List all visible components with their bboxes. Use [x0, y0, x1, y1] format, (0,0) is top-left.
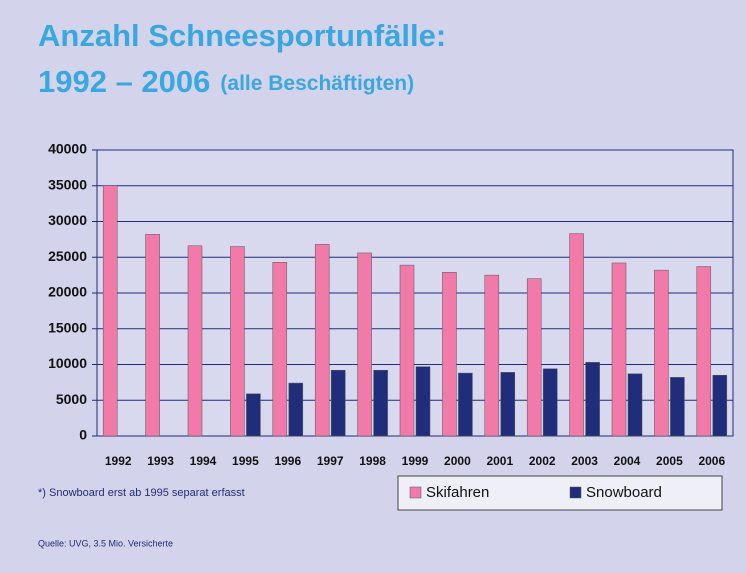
y-tick-label: 15000 — [48, 319, 87, 335]
bar — [357, 252, 372, 437]
bar — [187, 245, 203, 437]
x-tick-label: 2001 — [486, 454, 513, 468]
x-tick-label: 1997 — [317, 454, 344, 468]
bar — [500, 372, 516, 437]
bar — [696, 266, 712, 437]
bar — [442, 272, 457, 437]
x-tick-label: 1995 — [232, 454, 259, 468]
x-tick-label: 2006 — [698, 454, 725, 468]
chart-title-line: 1992 – 2006 — [38, 64, 210, 99]
bar — [102, 185, 118, 437]
bar — [230, 246, 245, 437]
y-tick-label: 25000 — [48, 248, 87, 264]
bar — [458, 372, 473, 437]
chart-title: Anzahl Schneesportunfälle: — [38, 18, 446, 53]
bar — [246, 393, 261, 437]
bar — [415, 366, 431, 437]
legend-label: Skifahren — [426, 484, 489, 501]
y-tick-label: 35000 — [48, 176, 87, 192]
x-tick-label: 1999 — [402, 454, 429, 468]
bar — [585, 362, 600, 437]
bar — [627, 373, 643, 437]
bar — [569, 233, 584, 437]
y-tick-label: 30000 — [48, 212, 87, 228]
y-tick-label: 5000 — [56, 391, 87, 407]
x-tick-label: 1992 — [105, 454, 132, 468]
bar — [399, 264, 415, 437]
chart-title: 1992 – 2006 (alle Beschäftigten) — [38, 64, 414, 99]
x-tick-label: 1998 — [359, 454, 386, 468]
y-tick-label: 10000 — [48, 355, 87, 371]
bar — [654, 269, 669, 437]
x-tick-label: 2004 — [614, 454, 641, 468]
x-tick-label: 2000 — [444, 454, 471, 468]
bar — [542, 368, 558, 437]
y-tick-label: 40000 — [48, 141, 87, 157]
legend-swatch — [569, 486, 582, 499]
source: Quelle: UVG, 3.5 Mio. Versicherte — [38, 538, 173, 548]
x-tick-label: 2005 — [656, 454, 683, 468]
bar — [272, 262, 288, 437]
x-tick-label: 1996 — [274, 454, 301, 468]
bar — [526, 278, 542, 437]
legend-box — [397, 475, 723, 511]
chart-subtitle: (alle Beschäftigten) — [220, 72, 414, 95]
footnote: *) Snowboard erst ab 1995 separat erfass… — [38, 487, 245, 499]
bar — [330, 369, 346, 437]
legend-label: Snowboard — [586, 484, 662, 501]
x-tick-label: 2002 — [529, 454, 556, 468]
bar — [145, 234, 160, 437]
legend-swatch — [409, 486, 422, 499]
bar — [314, 244, 330, 437]
x-tick-label: 1994 — [190, 454, 217, 468]
bar — [373, 369, 388, 437]
bar — [288, 382, 304, 437]
y-tick-label: 20000 — [48, 284, 87, 300]
x-tick-label: 1993 — [147, 454, 174, 468]
y-tick-label: 0 — [79, 427, 87, 443]
bar — [611, 262, 627, 437]
bar — [484, 274, 500, 437]
x-tick-label: 2003 — [571, 454, 598, 468]
bar — [712, 374, 728, 437]
bar — [670, 377, 685, 437]
